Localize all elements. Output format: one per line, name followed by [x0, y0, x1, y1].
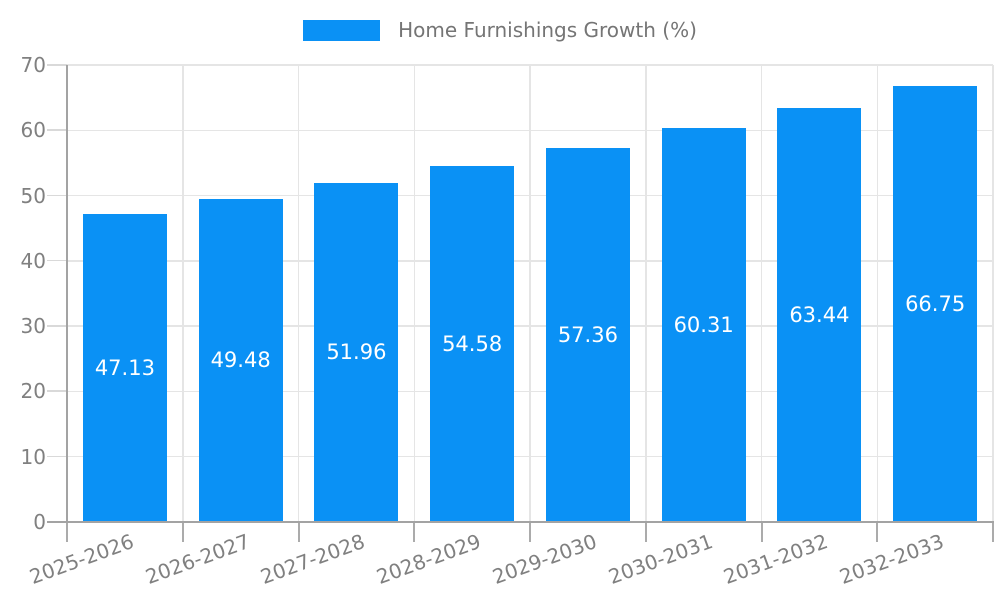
gridline-vertical — [182, 65, 184, 522]
gridline-vertical — [529, 65, 531, 522]
x-axis-label: 2032-2033 — [836, 529, 947, 589]
bar-value-label: 54.58 — [442, 331, 503, 356]
x-axis-tick — [297, 522, 300, 542]
x-axis-tick — [529, 522, 531, 542]
x-axis-tick — [644, 522, 647, 542]
bar-value-label: 57.36 — [557, 322, 618, 347]
x-axis-tick — [66, 522, 68, 542]
y-axis-tick — [47, 64, 67, 66]
y-axis-line — [66, 65, 68, 522]
bar-value-label: 66.75 — [905, 292, 966, 317]
y-tick-label: 0 — [33, 510, 46, 534]
x-axis-tick — [181, 522, 184, 542]
bar: 63.44 — [777, 107, 862, 522]
x-axis-tick — [876, 522, 879, 542]
bar-value-label: 63.44 — [789, 302, 850, 327]
x-axis-tick — [760, 522, 763, 542]
legend-label: Home Furnishings Growth (%) — [398, 18, 697, 42]
bar: 57.36 — [545, 147, 630, 522]
bar: 66.75 — [893, 86, 978, 522]
y-axis-tick — [47, 194, 67, 197]
gridline-vertical — [876, 65, 878, 522]
x-axis-label: 2031-2032 — [720, 529, 832, 589]
x-axis-label: 2030-2031 — [604, 529, 716, 589]
gridline-vertical — [645, 65, 647, 522]
gridline-vertical — [992, 65, 994, 522]
y-axis-tick — [47, 259, 67, 262]
y-tick-label: 30 — [20, 314, 46, 339]
bar-value-label: 47.13 — [94, 356, 155, 381]
y-tick-label: 60 — [20, 118, 46, 143]
x-axis-tick — [992, 522, 994, 542]
bar: 51.96 — [314, 182, 399, 522]
x-axis-label: 2025-2026 — [26, 529, 137, 589]
legend-swatch — [303, 19, 381, 41]
chart-legend: Home Furnishings Growth (%) — [0, 18, 1000, 42]
y-tick-label: 40 — [20, 248, 46, 273]
y-axis-tick — [47, 455, 67, 458]
y-tick-label: 10 — [20, 444, 46, 469]
y-axis-tick — [47, 521, 67, 523]
gridline-vertical — [297, 65, 300, 522]
bar-value-label: 49.48 — [210, 348, 271, 373]
bar: 49.48 — [198, 198, 283, 522]
x-axis-label: 2028-2029 — [373, 529, 484, 589]
y-axis-tick — [47, 390, 67, 392]
x-axis-label: 2026-2027 — [141, 529, 253, 589]
y-tick-label: 70 — [20, 53, 46, 77]
x-axis-line — [66, 521, 994, 523]
x-axis-tick — [413, 522, 416, 542]
x-axis-label: 2029-2030 — [489, 529, 600, 589]
y-tick-label: 20 — [20, 379, 46, 404]
y-tick-label: 50 — [20, 183, 46, 208]
x-axis-label: 2027-2028 — [257, 529, 369, 589]
gridline-vertical — [413, 65, 415, 522]
bar: 54.58 — [430, 165, 515, 522]
bar: 47.13 — [82, 214, 167, 522]
bar-value-label: 51.96 — [326, 340, 387, 365]
bar: 60.31 — [661, 128, 746, 522]
gridline-vertical — [760, 65, 763, 522]
bar-value-label: 60.31 — [673, 313, 734, 338]
y-axis-tick — [47, 325, 67, 327]
y-axis-tick — [47, 129, 67, 131]
